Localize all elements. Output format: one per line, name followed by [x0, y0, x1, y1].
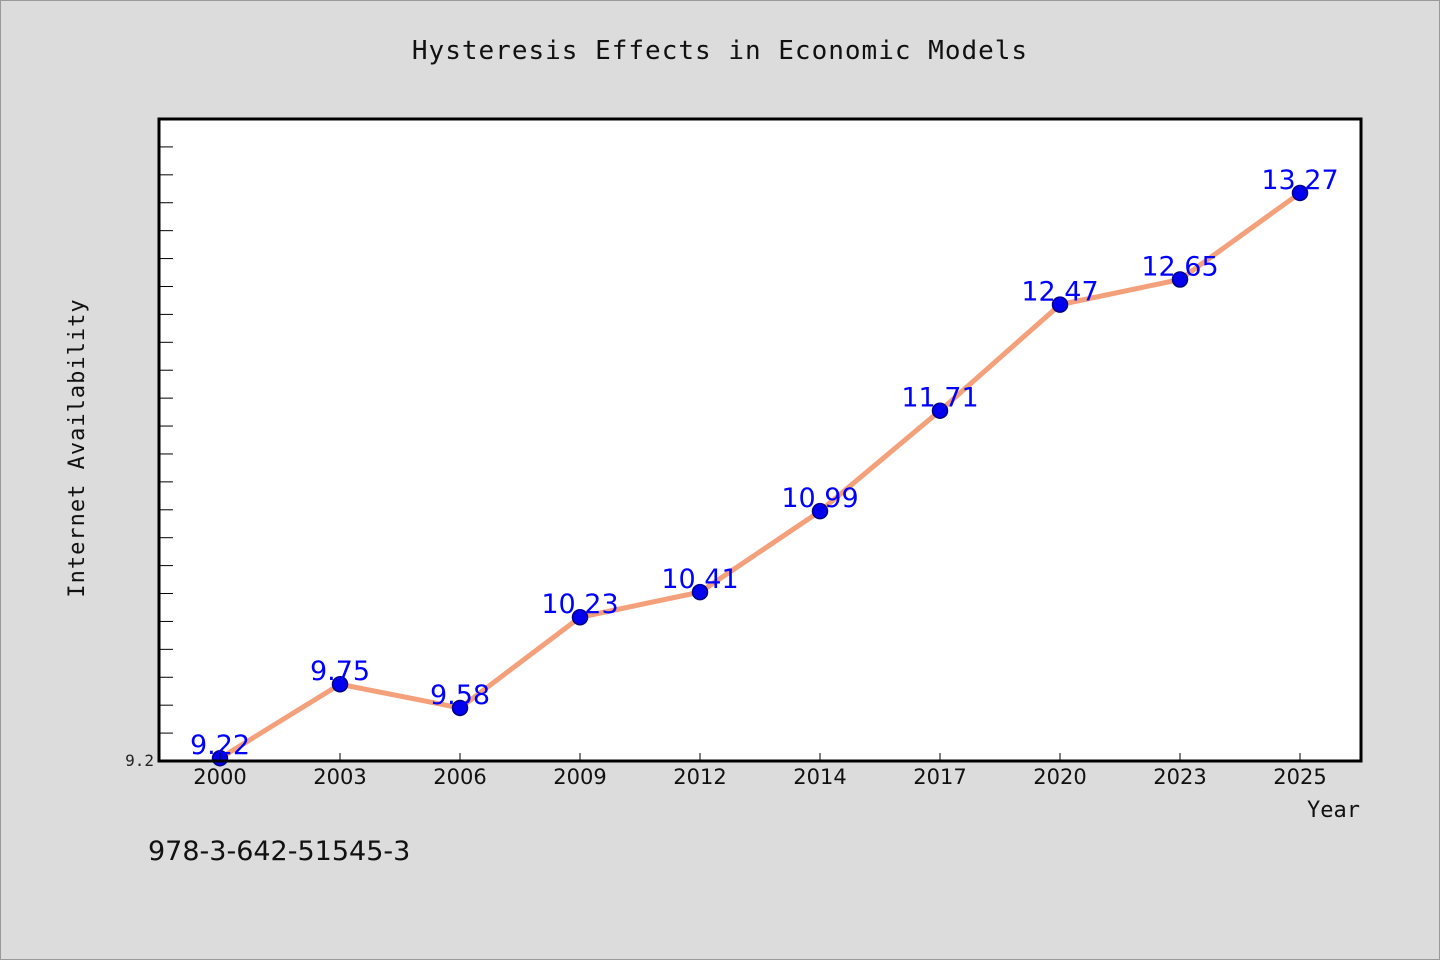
data-point — [331, 675, 349, 693]
data-label: 9.58 — [430, 680, 490, 711]
x-tick-label: 2003 — [313, 765, 366, 789]
data-point — [1171, 271, 1189, 288]
x-tick-label: 2014 — [793, 765, 846, 789]
data-point — [1051, 296, 1069, 313]
x-tick-labels: 2000 2003 2006 2009 2012 2014 2017 2020 2023 2025 — [193, 753, 1327, 789]
chart-title: Hysteresis Effects in Economic Models — [411, 36, 1029, 66]
x-tick-label: 2012 — [673, 765, 726, 789]
data-label: 12.65 — [1141, 252, 1218, 283]
x-tick-label: 2025 — [1273, 765, 1326, 789]
data-point — [691, 583, 709, 601]
data-label: 10.99 — [781, 483, 858, 514]
x-tick-label: 2020 — [1033, 765, 1086, 789]
data-point — [811, 502, 829, 520]
x-tick-label: 2023 — [1153, 765, 1206, 789]
data-point — [571, 608, 589, 626]
data-label: 13.27 — [1261, 165, 1338, 196]
y-minor-ticks — [159, 118, 173, 734]
data-label: 9.75 — [310, 656, 370, 687]
isbn-text: 978-3-642-51545-3 — [148, 836, 411, 867]
series-line — [217, 190, 1303, 761]
x-tick-label: 2009 — [553, 765, 606, 789]
data-labels: 9.229.759.5810.2310.4110.9911.7112.4712.… — [190, 165, 1339, 761]
data-point — [1291, 184, 1309, 202]
data-label: 12.47 — [1021, 277, 1098, 308]
x-tick-label: 2017 — [913, 765, 966, 789]
data-markers — [211, 184, 1309, 767]
y-axis-label: Internet Availability — [65, 298, 90, 597]
plot-border — [157, 117, 1363, 763]
data-point — [451, 699, 469, 717]
data-label: 10.41 — [661, 564, 738, 595]
data-point — [931, 402, 949, 419]
x-axis-label: Year — [1307, 798, 1360, 823]
plot-area — [159, 119, 1361, 761]
x-tick-label: 2006 — [433, 765, 486, 789]
x-tick-label: 2000 — [193, 765, 246, 789]
y-tick-label: 9.2 — [125, 751, 154, 770]
data-label: 11.71 — [901, 383, 978, 414]
data-label: 10.23 — [541, 589, 618, 620]
